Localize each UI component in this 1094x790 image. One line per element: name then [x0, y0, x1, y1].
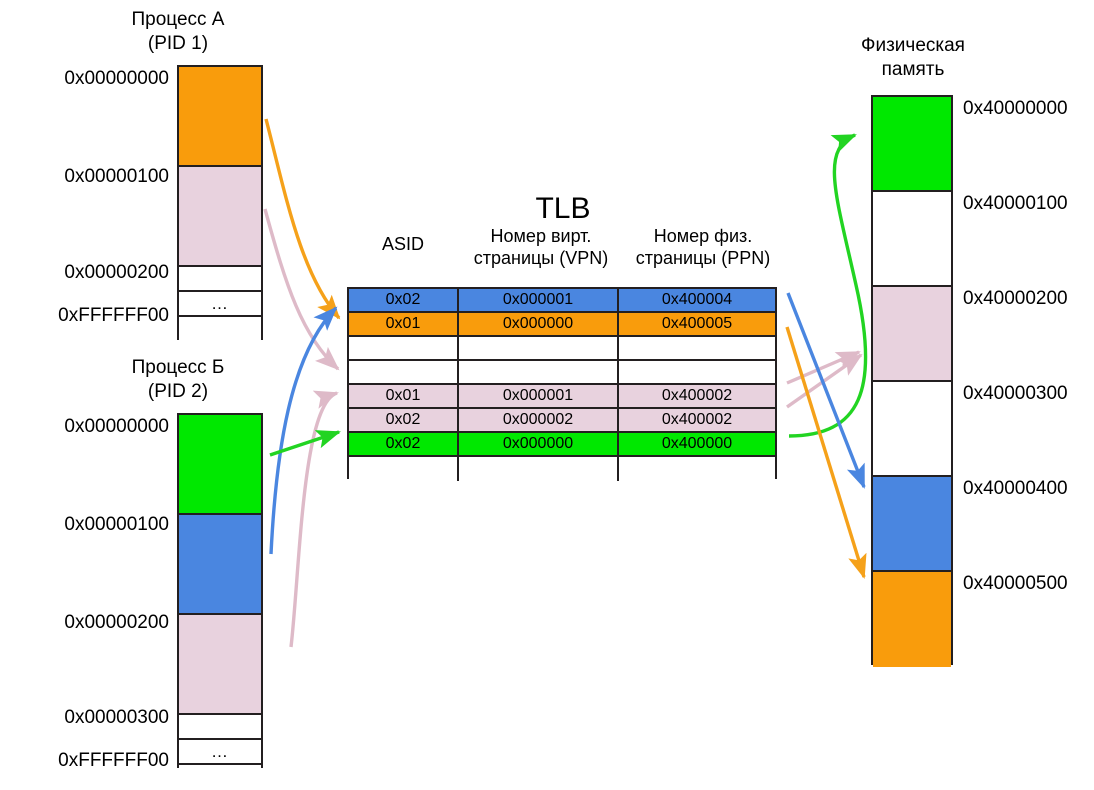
- process-b-block-5: [179, 765, 261, 790]
- physical-block-4: [873, 477, 951, 572]
- process-b-block-2: [179, 615, 261, 715]
- process-a-address-0: 0x00000000: [64, 68, 169, 89]
- tlb-row[interactable]: 0x02 0x000001 0x400004: [349, 289, 775, 313]
- process-a-address-1: 0x00000100: [64, 166, 169, 187]
- arrow-proc-a-orange-to-tlb: [264, 118, 341, 320]
- arrow-tlb-green-to-phys: [788, 133, 868, 438]
- process-a-block-0: [179, 67, 261, 167]
- physical-address-1: 0x40000100: [963, 193, 1068, 214]
- physical-address-4: 0x40000400: [963, 478, 1068, 499]
- physical-memory-title: Физическая память: [861, 35, 965, 80]
- process-a-block-2: [179, 267, 261, 292]
- tlb-table: 0x02 0x000001 0x400004 0x01 0x000000 0x400005…: [347, 287, 777, 481]
- arrow-tlb-blue-to-phys: [786, 292, 866, 489]
- tlb-cell-vpn: 0x000002: [459, 409, 619, 431]
- process-b-address-2: 0x00000200: [64, 612, 169, 633]
- tlb-title: TLB: [535, 192, 591, 225]
- physical-address-2: 0x40000200: [963, 288, 1068, 309]
- physical-address-3: 0x40000300: [963, 383, 1068, 404]
- tlb-column-header-ppn: Номер физ. страницы (PPN): [635, 226, 771, 268]
- process-a-address-3: 0xFFFFFF00: [58, 305, 169, 326]
- physical-block-1: [873, 192, 951, 287]
- tlb-cell-asid: 0x02: [349, 289, 459, 311]
- tlb-row[interactable]: 0x01 0x000000 0x400005: [349, 313, 775, 337]
- process-b-address-3: 0x00000300: [64, 707, 169, 728]
- arrow-proc-a-pink-to-tlb: [263, 208, 340, 371]
- process-b-block-1: [179, 515, 261, 615]
- tlb-cell-asid: 0x01: [349, 313, 459, 335]
- tlb-cell-ppn: 0x400002: [619, 385, 775, 407]
- tlb-cell-ppn: 0x400000: [619, 433, 775, 455]
- tlb-cell-asid: [349, 337, 459, 359]
- process-a-memory-column: …: [177, 65, 263, 342]
- tlb-cell-vpn: 0x000001: [459, 289, 619, 311]
- process-b-address-1: 0x00000100: [64, 514, 169, 535]
- tlb-cell-asid: [349, 457, 459, 481]
- tlb-cell-vpn: [459, 361, 619, 383]
- tlb-column-header-vpn: Номер вирт. страницы (VPN): [473, 226, 609, 268]
- process-b-memory-column: …: [177, 413, 263, 790]
- tlb-cell-ppn: [619, 337, 775, 359]
- process-b-title: Процесс Б (PID 2): [131, 357, 225, 402]
- physical-block-3: [873, 382, 951, 477]
- tlb-row[interactable]: [349, 361, 775, 385]
- arrow-tlb-orange-to-phys: [785, 326, 867, 579]
- process-a-address-2: 0x00000200: [64, 262, 169, 283]
- physical-block-2: [873, 287, 951, 382]
- process-a-block-1: [179, 167, 261, 267]
- tlb-cell-vpn: 0x000001: [459, 385, 619, 407]
- process-b-block-4: …: [179, 740, 261, 765]
- process-b-block-0: [179, 415, 261, 515]
- physical-address-0: 0x40000000: [963, 98, 1068, 119]
- physical-block-0: [873, 97, 951, 192]
- tlb-cell-vpn: 0x000000: [459, 433, 619, 455]
- tlb-cell-vpn: 0x000000: [459, 313, 619, 335]
- tlb-cell-asid: 0x02: [349, 433, 459, 455]
- tlb-cell-asid: 0x02: [349, 409, 459, 431]
- process-b-address-0: 0x00000000: [64, 416, 169, 437]
- tlb-row[interactable]: [349, 337, 775, 361]
- tlb-row[interactable]: 0x01 0x000001 0x400002: [349, 385, 775, 409]
- process-a-block-4: [179, 317, 261, 342]
- tlb-cell-ppn: [619, 457, 775, 481]
- tlb-cell-ppn: 0x400004: [619, 289, 775, 311]
- physical-memory-column: [871, 95, 953, 667]
- arrow-tlb-pink2-to-phys: [786, 353, 863, 409]
- tlb-row[interactable]: [349, 457, 775, 481]
- physical-block-5: [873, 572, 951, 667]
- physical-address-5: 0x40000500: [963, 573, 1068, 594]
- process-b-address-4: 0xFFFFFF00: [58, 750, 169, 771]
- tlb-cell-asid: 0x01: [349, 385, 459, 407]
- tlb-cell-vpn: [459, 337, 619, 359]
- tlb-row[interactable]: 0x02 0x000000 0x400000: [349, 433, 775, 457]
- tlb-cell-ppn: [619, 361, 775, 383]
- arrow-proc-b-blue-to-tlb: [269, 306, 338, 555]
- process-a-block-3: …: [179, 292, 261, 317]
- tlb-cell-vpn: [459, 457, 619, 481]
- tlb-row[interactable]: 0x02 0x000002 0x400002: [349, 409, 775, 433]
- arrow-tlb-pink1-to-phys: [786, 350, 861, 385]
- tlb-cell-ppn: 0x400005: [619, 313, 775, 335]
- tlb-cell-asid: [349, 361, 459, 383]
- process-a-title: Процесс А (PID 1): [131, 9, 225, 54]
- arrow-proc-b-green-to-tlb: [269, 430, 341, 457]
- process-b-block-3: [179, 715, 261, 740]
- process-b-block-ellipsis: …: [211, 741, 229, 761]
- arrow-proc-b-pink-to-tlb: [289, 390, 339, 648]
- process-a-block-ellipsis: …: [211, 293, 229, 313]
- tlb-cell-ppn: 0x400002: [619, 409, 775, 431]
- tlb-column-header-asid: ASID: [381, 234, 424, 254]
